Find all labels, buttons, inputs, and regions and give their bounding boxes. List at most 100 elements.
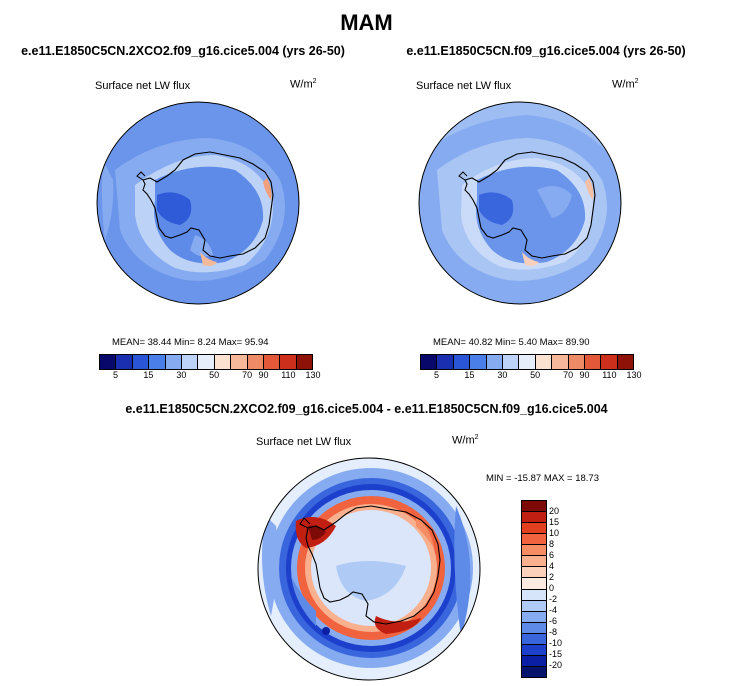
cb2-box (568, 355, 585, 369)
cb2-box (486, 355, 503, 369)
cb2-box (502, 355, 520, 369)
cb3-box (522, 655, 546, 667)
panel1-colorbar-boxes (99, 354, 313, 370)
cb3-box (522, 622, 546, 634)
cb3-box (522, 589, 546, 601)
cb1-tick-label: 5 (112, 370, 118, 380)
panel2-colorbar: 5 15 30 50 70 90 110 130 (420, 354, 642, 382)
panel1-case-title: e.e11.E1850C5CN.2XCO2.f09_g16.cice5.004 … (21, 44, 345, 58)
cb1-tick-label: 70 (242, 370, 253, 380)
diff-colorbar-boxes (521, 500, 547, 678)
cb3-tick-label: 2 (549, 572, 555, 582)
panel1-polar-map (96, 101, 300, 305)
cb3-box (522, 666, 546, 677)
diff-polar-map (257, 457, 481, 681)
panel2-case-title: e.e11.E1850C5CN.f09_g16.cice5.004 (yrs 2… (406, 44, 686, 58)
panel2-stats: MEAN= 40.82 Min= 5.40 Max= 89.90 (433, 337, 590, 348)
panel2-units: W/m2 (612, 78, 639, 91)
figure-title: MAM (340, 10, 393, 35)
cb1-box (214, 355, 232, 369)
cb3-box (522, 611, 546, 623)
cb1-box (198, 355, 215, 369)
panel2-field (419, 102, 621, 304)
cb3-box (522, 556, 546, 568)
panel1-field (97, 102, 299, 304)
cb3-tick-label: -6 (549, 616, 558, 626)
cb3-box (522, 512, 546, 524)
cb1-tick-label: 30 (176, 370, 187, 380)
cb2-tick-label: 15 (464, 370, 475, 380)
panel2-colorbar-labels: 5 15 30 50 70 90 110 130 (420, 370, 642, 382)
panel1-colorbar-labels: 5 15 30 50 70 90 110 130 (99, 370, 321, 382)
cb2-box (453, 355, 471, 369)
panel1-variable-label: Surface net LW flux (95, 80, 191, 92)
cb3-tick-label: -2 (549, 594, 558, 604)
cb2-tick-label: 130 (626, 370, 642, 380)
cb2-box (437, 355, 454, 369)
cb3-tick-label: 15 (549, 517, 560, 527)
cb2-tick-label: 30 (497, 370, 508, 380)
cb3-tick-label: 20 (549, 506, 560, 516)
cb3-tick-label: 8 (549, 539, 555, 549)
diff-coastline (305, 505, 441, 625)
cb3-box (522, 545, 546, 557)
cb3-box (522, 523, 546, 535)
cb3-tick-label: 10 (549, 528, 560, 538)
cb3-box (522, 501, 546, 513)
cb3-tick-label: 0 (549, 583, 555, 593)
cb2-tick-label: 5 (433, 370, 439, 380)
diff-field (258, 458, 480, 680)
panel2-polar-map (418, 101, 622, 305)
cb3-box (522, 534, 546, 546)
cb2-tick-label: 50 (530, 370, 541, 380)
cb3-tick-label: 6 (549, 550, 555, 560)
diff-colorbar: 20 15 10 8 6 4 2 0 -2 -4 -6 -8 -10 -15 -… (521, 500, 562, 678)
panel1-coastline (142, 151, 274, 259)
cb1-box (231, 355, 248, 369)
cb1-box (263, 355, 281, 369)
cb1-box (181, 355, 199, 369)
cb2-box (470, 355, 487, 369)
diff-case-title: e.e11.E1850C5CN.2XCO2.f09_g16.cice5.004 … (125, 402, 608, 416)
cb1-tick-label: 90 (258, 370, 269, 380)
cb3-box (522, 644, 546, 656)
cb1-box (296, 355, 313, 369)
cb2-box (535, 355, 553, 369)
cb3-tick-label: -4 (549, 605, 558, 615)
cb2-box (519, 355, 536, 369)
diff-variable-label: Surface net LW flux (256, 436, 352, 448)
panel1-units: W/m2 (290, 78, 317, 91)
cb1-box (132, 355, 150, 369)
cb2-box (617, 355, 634, 369)
cb3-box (522, 600, 546, 612)
cb1-box (280, 355, 297, 369)
diff-stats: MIN = -15.87 MAX = 18.73 (486, 473, 600, 484)
diff-units: W/m2 (452, 434, 479, 447)
panel1-colorbar: 5 15 30 50 70 90 110 130 (99, 354, 321, 382)
cb1-tick-label: 50 (209, 370, 220, 380)
cb3-box (522, 633, 546, 645)
panel2-variable-label: Surface net LW flux (416, 80, 512, 92)
cb1-box (100, 355, 117, 369)
cb3-tick-label: 4 (549, 561, 555, 571)
cb3-tick-label: -10 (549, 638, 563, 648)
cb2-tick-label: 110 (602, 370, 617, 380)
cb1-box (165, 355, 182, 369)
cb1-tick-label: 110 (281, 370, 296, 380)
panel1-stats: MEAN= 38.44 Min= 8.24 Max= 95.94 (112, 337, 269, 348)
panel2-coastline (464, 151, 596, 259)
cb1-box (247, 355, 264, 369)
cb2-box (552, 355, 569, 369)
panel2-colorbar-boxes (420, 354, 634, 370)
diff-colorbar-labels: 20 15 10 8 6 4 2 0 -2 -4 -6 -8 -10 -15 -… (549, 500, 579, 676)
cb3-tick-label: -8 (549, 627, 558, 637)
cb3-box (522, 567, 546, 579)
cb3-tick-label: -15 (549, 649, 563, 659)
cb2-tick-label: 70 (563, 370, 574, 380)
cb2-box (421, 355, 438, 369)
cb1-box (149, 355, 166, 369)
cb2-box (601, 355, 618, 369)
cb2-tick-label: 90 (579, 370, 590, 380)
cb1-tick-label: 15 (143, 370, 154, 380)
cb3-box (522, 578, 546, 590)
